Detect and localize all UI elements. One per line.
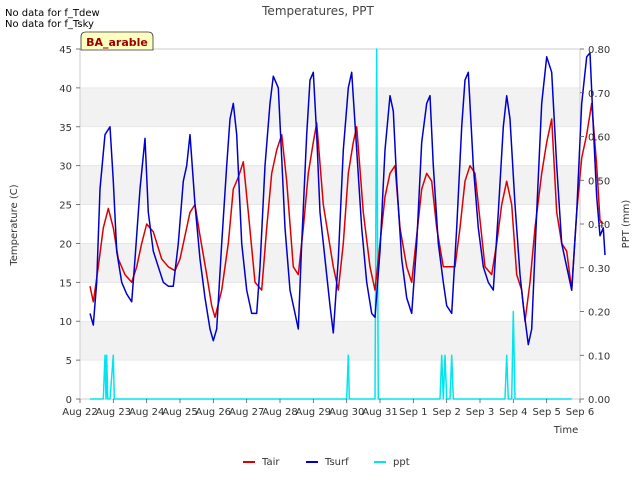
- series-line-tsurf: [89, 52, 606, 346]
- legend: Tair Tsurf ppt: [243, 457, 410, 468]
- x-tick-label: Sep 5: [532, 407, 560, 418]
- x-tick-label: Sep 3: [466, 407, 494, 418]
- y-tick-label-right: 0.70: [588, 89, 610, 100]
- y-tick-label-right: 0.40: [588, 220, 610, 231]
- y-tick-label-left: 15: [59, 278, 72, 289]
- x-tick-label: Aug 23: [96, 407, 131, 418]
- x-tick-label: Aug 22: [62, 407, 97, 418]
- no-data-note-tsky: No data for f_Tsky: [5, 19, 94, 30]
- y-tick-label-left: 35: [59, 123, 72, 134]
- site-badge: BA_arable: [80, 31, 154, 51]
- y-tick-label-left: 40: [59, 84, 72, 95]
- no-data-note-tdew: No data for f_Tdew: [5, 8, 100, 19]
- x-tick-label: Aug 31: [362, 407, 397, 418]
- axes-layer: 0 5 10 15 20 25 30 35 40 45 0.00 0.10 0.20 0.30 0.40 0.…: [59, 45, 610, 418]
- legend-label-tsurf: Tsurf: [324, 457, 349, 468]
- y-tick-label-left: 45: [59, 45, 72, 56]
- legend-label-ppt: ppt: [393, 457, 410, 468]
- y-tick-label-right: 0.60: [588, 133, 610, 144]
- y-tick-label-left: 25: [59, 201, 72, 212]
- x-tick-label: Aug 26: [196, 407, 231, 418]
- x-tick-label: Sep 6: [566, 407, 594, 418]
- y-tick-label-left: 5: [66, 356, 72, 367]
- y-tick-label-left: 20: [59, 239, 72, 250]
- chart-title: Temperatures, PPT: [261, 4, 374, 18]
- legend-label-tair: Tair: [261, 457, 280, 468]
- y-tick-label-right: 0.50: [588, 176, 610, 187]
- grid-band: [80, 87, 580, 127]
- y-tick-label-right: 0.80: [588, 45, 610, 56]
- x-tick-label: Sep 4: [499, 407, 527, 418]
- series-layer: [89, 48, 606, 400]
- grid-band: [80, 165, 580, 205]
- series-line-tair: [89, 102, 604, 322]
- y-tick-label-left: 30: [59, 162, 72, 173]
- x-tick-label: Aug 28: [262, 407, 297, 418]
- x-tick-label: Aug 27: [229, 407, 264, 418]
- y-tick-label-right: 0.30: [588, 264, 610, 275]
- y-tick-label-right: 0.20: [588, 308, 610, 319]
- x-tick-label: Sep 2: [432, 407, 460, 418]
- y-tick-label-left: 10: [59, 317, 72, 328]
- y-axis-label-left: Temperature (C): [9, 184, 20, 266]
- x-tick-label: Aug 25: [162, 407, 197, 418]
- y-tick-label-right: 0.00: [588, 395, 610, 406]
- x-axis-label: Time: [553, 425, 578, 436]
- series-line-ppt: [90, 48, 572, 400]
- y-tick-label-left: 0: [66, 395, 72, 406]
- x-tick-label: Aug 24: [129, 407, 164, 418]
- x-tick-label: Aug 30: [329, 407, 364, 418]
- y-tick-label-right: 0.10: [588, 351, 610, 362]
- background-bands: [80, 48, 580, 400]
- x-tick-label: Sep 1: [399, 407, 427, 418]
- grid-band: [80, 321, 580, 361]
- x-tick-label: Aug 29: [296, 407, 331, 418]
- y-axis-label-right: PPT (mm): [621, 200, 632, 249]
- site-badge-label: BA_arable: [86, 36, 148, 49]
